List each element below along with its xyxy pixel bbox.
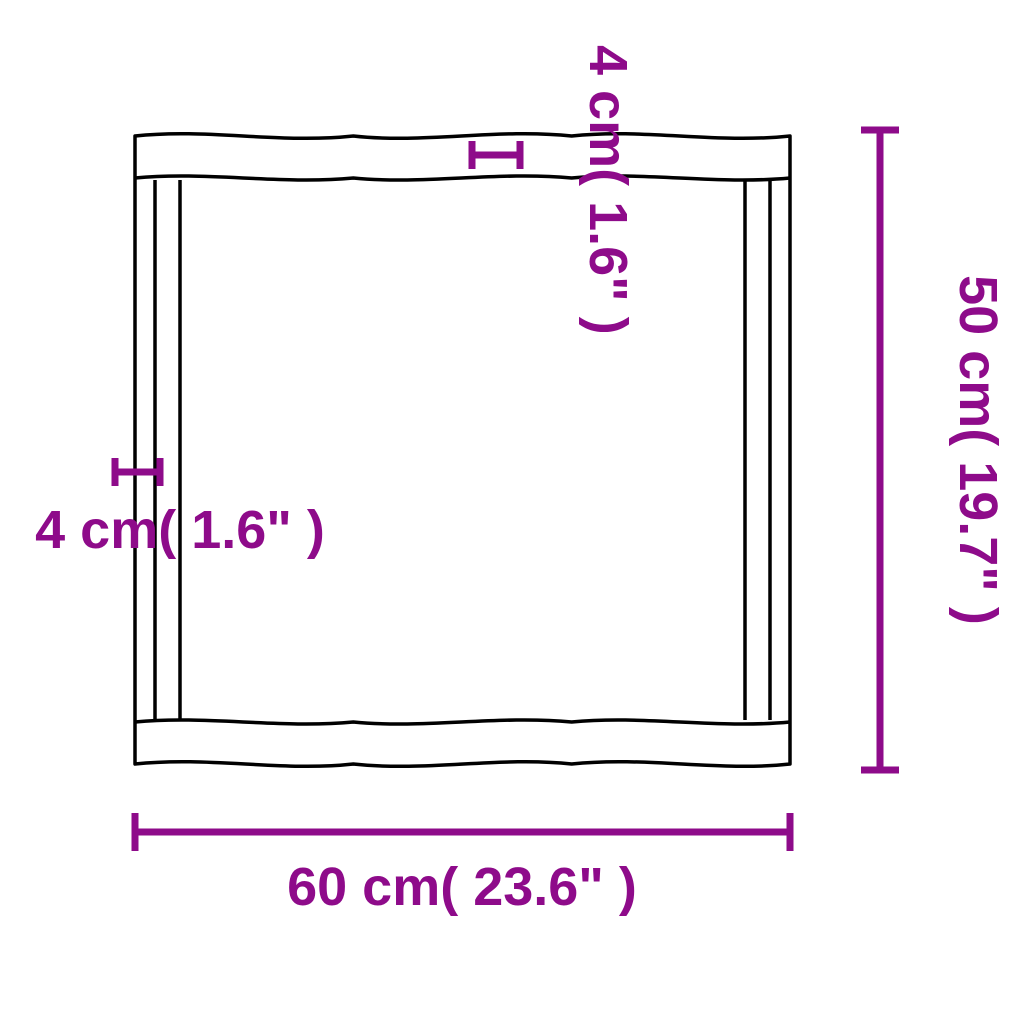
dimension-thickness-top: 4 cm( 1.6" ) bbox=[472, 45, 638, 335]
dimension-thickness-left-label: 4 cm( 1.6" ) bbox=[35, 500, 325, 560]
dimension-height: 50 cm( 19.7" ) bbox=[861, 130, 1008, 770]
dimension-thickness-top-label: 4 cm( 1.6" ) bbox=[578, 45, 638, 335]
dimension-height-label: 50 cm( 19.7" ) bbox=[948, 275, 1008, 625]
product-inner-bottom bbox=[135, 720, 790, 724]
product-outline bbox=[135, 134, 790, 767]
dimension-width-label: 60 cm( 23.6" ) bbox=[287, 857, 637, 917]
product-inner-top bbox=[135, 176, 790, 180]
dimension-width: 60 cm( 23.6" ) bbox=[135, 813, 790, 917]
